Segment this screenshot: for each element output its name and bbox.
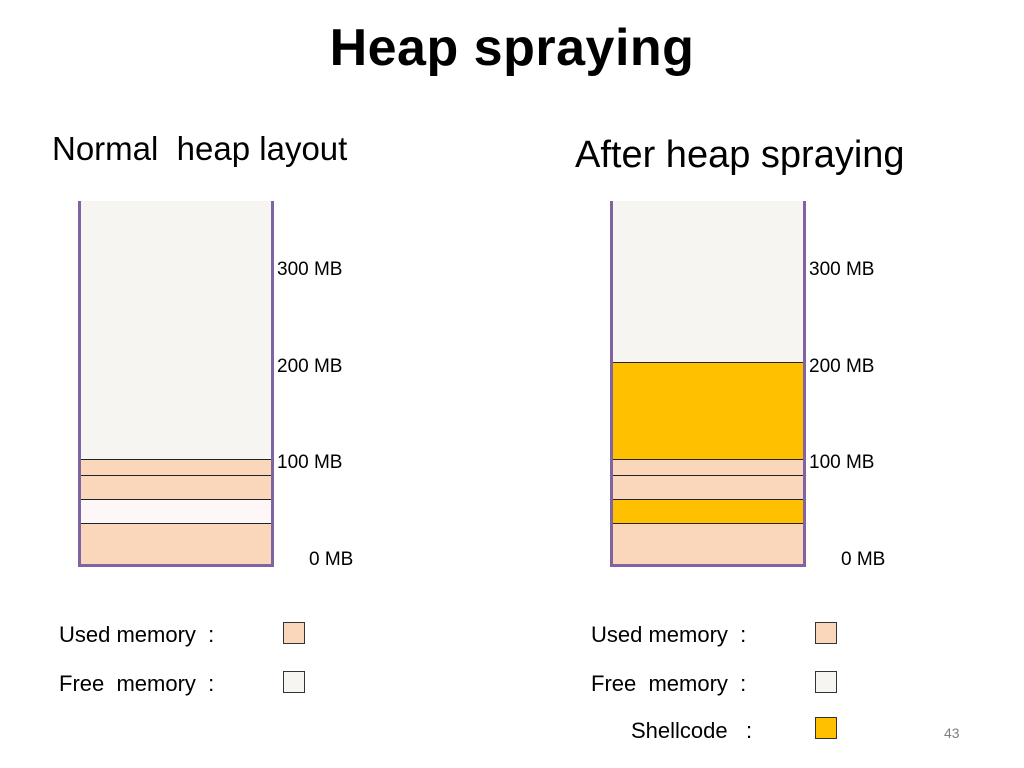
legend-free-swatch-right bbox=[815, 671, 837, 693]
shellcode-segment bbox=[613, 362, 803, 459]
normal-heap-column bbox=[78, 201, 274, 567]
used-memory-segment bbox=[613, 475, 803, 499]
used-memory-segment bbox=[613, 459, 803, 475]
slide-title: Heap spraying bbox=[329, 19, 695, 77]
sprayed-heap-column bbox=[610, 201, 806, 567]
legend-shellcode-swatch bbox=[815, 717, 837, 739]
free-memory-segment bbox=[81, 499, 271, 523]
legend-used-swatch-right bbox=[815, 622, 837, 644]
tick-0mb-left: 0 MB bbox=[309, 549, 354, 570]
used-memory-segment bbox=[81, 523, 271, 564]
tick-200mb-left: 200 MB bbox=[277, 356, 343, 377]
slide-number: 43 bbox=[944, 725, 960, 741]
used-memory-segment bbox=[613, 523, 803, 564]
tick-300mb-left: 300 MB bbox=[277, 259, 343, 280]
normal-layout-title: Normal heap layout bbox=[52, 130, 348, 167]
legend-used-swatch-left bbox=[283, 622, 305, 644]
tick-100mb-right: 100 MB bbox=[809, 452, 875, 473]
legend-shellcode-label: Shellcode : bbox=[631, 718, 753, 743]
shellcode-segment bbox=[613, 499, 803, 523]
free-memory-segment bbox=[81, 201, 271, 459]
tick-200mb-right: 200 MB bbox=[809, 356, 875, 377]
tick-100mb-left: 100 MB bbox=[277, 452, 343, 473]
legend-free-label-left: Free memory : bbox=[59, 671, 215, 696]
used-memory-segment bbox=[81, 459, 271, 475]
tick-300mb-right: 300 MB bbox=[809, 259, 875, 280]
tick-0mb-right: 0 MB bbox=[841, 549, 886, 570]
legend-used-label-left: Used memory : bbox=[59, 622, 215, 647]
legend-free-label-right: Free memory : bbox=[591, 671, 747, 696]
legend-free-swatch-left bbox=[283, 671, 305, 693]
legend-used-label-right: Used memory : bbox=[591, 622, 747, 647]
after-spraying-title: After heap spraying bbox=[575, 134, 905, 176]
used-memory-segment bbox=[81, 475, 271, 499]
free-memory-segment bbox=[613, 201, 803, 362]
